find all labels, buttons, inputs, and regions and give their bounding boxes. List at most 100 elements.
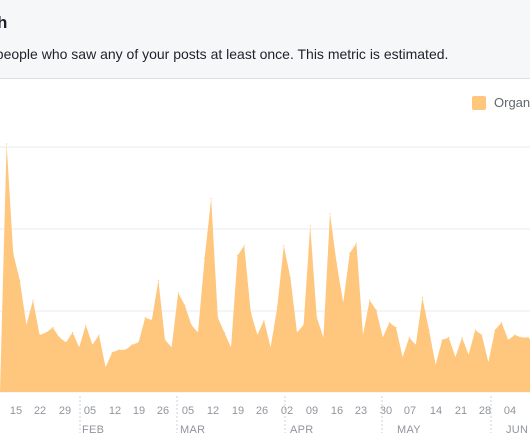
data-point <box>65 341 67 343</box>
data-point <box>25 324 27 326</box>
x-tick-label: 30 <box>380 405 392 417</box>
data-point <box>58 336 61 339</box>
x-tick-label: 05 <box>84 405 96 417</box>
month-label: FEB <box>82 424 104 436</box>
data-point <box>250 312 252 314</box>
data-point <box>283 245 285 247</box>
data-point <box>355 242 357 244</box>
data-point <box>12 252 14 254</box>
data-point <box>494 329 496 331</box>
data-point <box>388 321 390 324</box>
data-point <box>144 317 146 319</box>
data-point <box>118 349 120 351</box>
metric-description: f people who saw any of your posts at le… <box>0 46 449 62</box>
data-point <box>514 334 516 336</box>
x-tick-label: 16 <box>331 405 343 417</box>
data-point <box>375 309 377 311</box>
data-point <box>408 336 410 339</box>
data-point <box>177 292 179 294</box>
data-point <box>171 346 173 348</box>
data-point <box>435 364 437 366</box>
x-tick-label: 26 <box>157 405 169 417</box>
data-point <box>32 299 34 301</box>
data-point <box>243 245 245 247</box>
data-point <box>210 197 212 200</box>
data-point <box>481 334 483 336</box>
data-point <box>217 317 219 319</box>
data-point <box>448 336 450 339</box>
data-point <box>105 366 107 368</box>
data-point <box>197 331 199 334</box>
legend-label: Organ <box>494 95 530 110</box>
x-tick-label: 15 <box>10 405 22 417</box>
x-tick-label: 12 <box>109 405 121 417</box>
data-point <box>164 339 166 341</box>
data-point <box>329 212 331 215</box>
data-point <box>6 143 8 145</box>
data-point <box>296 331 298 334</box>
data-point <box>527 336 529 339</box>
data-point <box>395 326 397 329</box>
month-label: MAY <box>397 424 421 436</box>
data-point <box>415 344 417 346</box>
x-tick-label: 19 <box>232 405 244 417</box>
data-point <box>276 307 278 309</box>
data-point <box>322 336 324 339</box>
data-point <box>520 336 523 339</box>
x-tick-label: 02 <box>281 405 293 417</box>
data-point <box>336 262 338 264</box>
data-point <box>421 297 423 299</box>
data-point <box>124 349 126 351</box>
section-title: h <box>0 13 8 32</box>
month-label: JUN <box>506 424 528 436</box>
data-point <box>349 252 351 254</box>
data-point <box>237 255 239 257</box>
x-tick-label: 22 <box>34 405 46 417</box>
data-point <box>223 331 225 334</box>
data-point <box>402 356 404 358</box>
data-point <box>441 339 443 341</box>
x-tick-label: 29 <box>59 405 71 417</box>
x-tick-label: 09 <box>306 405 318 417</box>
data-point <box>270 346 272 348</box>
data-point <box>184 304 186 306</box>
data-point <box>19 279 21 281</box>
data-point <box>507 339 509 341</box>
x-tick-label: 14 <box>430 405 442 417</box>
x-tick-label: 26 <box>256 405 268 417</box>
data-point <box>131 344 133 346</box>
month-label: MAR <box>180 424 205 436</box>
x-tick-label: 28 <box>479 405 491 417</box>
data-point <box>454 356 456 358</box>
section-header: h f people who saw any of your posts at … <box>0 0 530 79</box>
series-area-organic <box>0 144 530 392</box>
data-point <box>369 299 371 301</box>
x-tick-label: 23 <box>355 405 367 417</box>
data-point <box>428 329 430 331</box>
data-point <box>316 317 318 319</box>
data-point <box>256 334 258 336</box>
data-point <box>362 334 364 336</box>
legend-swatch <box>472 95 486 110</box>
month-label: APR <box>290 424 314 436</box>
data-point <box>190 324 192 326</box>
data-point <box>382 336 384 339</box>
data-point <box>39 334 41 336</box>
data-point <box>263 319 265 321</box>
data-point <box>204 257 206 259</box>
data-point <box>501 321 503 324</box>
x-tick-label: 19 <box>133 405 145 417</box>
data-point <box>342 302 344 304</box>
x-tick-label: 21 <box>455 405 467 417</box>
data-point <box>487 361 489 363</box>
x-tick-label: 07 <box>404 405 416 417</box>
x-tick-label: 04 <box>504 405 516 417</box>
data-point <box>91 344 93 346</box>
data-point <box>85 324 87 326</box>
chart-legend[interactable]: Organ <box>472 95 530 110</box>
data-point <box>303 324 305 326</box>
data-point <box>45 331 47 334</box>
data-point <box>138 341 140 343</box>
data-point <box>230 346 232 348</box>
